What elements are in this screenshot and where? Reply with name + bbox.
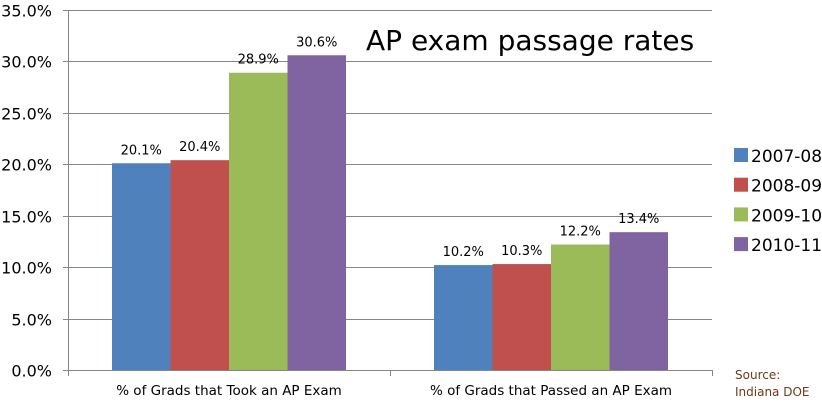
y-tick-label: 35.0% <box>1 2 52 21</box>
bars: 20.1% 20.4% 28.9% 30.6% 10.2% 10.3% 12.2% 13.4% <box>112 35 668 370</box>
y-tick-label: 15.0% <box>1 208 52 227</box>
y-tick-label: 0.0% <box>11 362 52 381</box>
x-tick-label: % of Grads that Passed an AP Exam <box>430 383 672 399</box>
y-tick-label: 5.0% <box>11 311 52 330</box>
bar <box>112 163 171 370</box>
chart-title: AP exam passage rates <box>366 24 694 57</box>
y-tick-label: 25.0% <box>1 105 52 124</box>
data-label: 10.2% <box>443 245 484 260</box>
legend-swatch <box>734 207 748 222</box>
legend-label: 2007-08 <box>751 147 822 167</box>
bar <box>551 244 610 370</box>
legend-swatch <box>734 177 748 192</box>
bar <box>229 72 288 370</box>
data-label: 20.1% <box>121 143 162 158</box>
legend: 2007-08 2008-09 2009-10 2010-11 <box>734 147 822 256</box>
data-label: 10.3% <box>501 244 542 259</box>
bar <box>609 232 668 370</box>
bar <box>434 265 493 370</box>
y-tick-label: 30.0% <box>1 53 52 72</box>
axes: 0.0% 5.0% 10.0% 15.0% 20.0% 25.0% 30.0% 35.0% % … <box>1 2 713 399</box>
y-tick-label: 10.0% <box>1 259 52 278</box>
data-label: 20.4% <box>179 140 220 155</box>
source-line-2: Indiana DOE <box>735 385 810 399</box>
source-line-1: Source: <box>735 368 780 382</box>
bar <box>492 264 551 370</box>
legend-swatch <box>734 148 748 162</box>
legend-label: 2009-10 <box>751 206 822 226</box>
bar <box>287 55 346 370</box>
data-label: 13.4% <box>618 212 659 227</box>
bar <box>170 160 229 370</box>
data-label: 12.2% <box>560 225 601 240</box>
legend-label: 2010-11 <box>751 236 822 256</box>
legend-label: 2008-09 <box>751 177 822 197</box>
data-label: 28.9% <box>238 53 279 68</box>
legend-swatch <box>734 237 748 252</box>
data-label: 30.6% <box>296 35 337 50</box>
y-tick-label: 20.0% <box>1 156 52 175</box>
x-tick-label: % of Grads that Took an AP Exam <box>116 383 342 399</box>
